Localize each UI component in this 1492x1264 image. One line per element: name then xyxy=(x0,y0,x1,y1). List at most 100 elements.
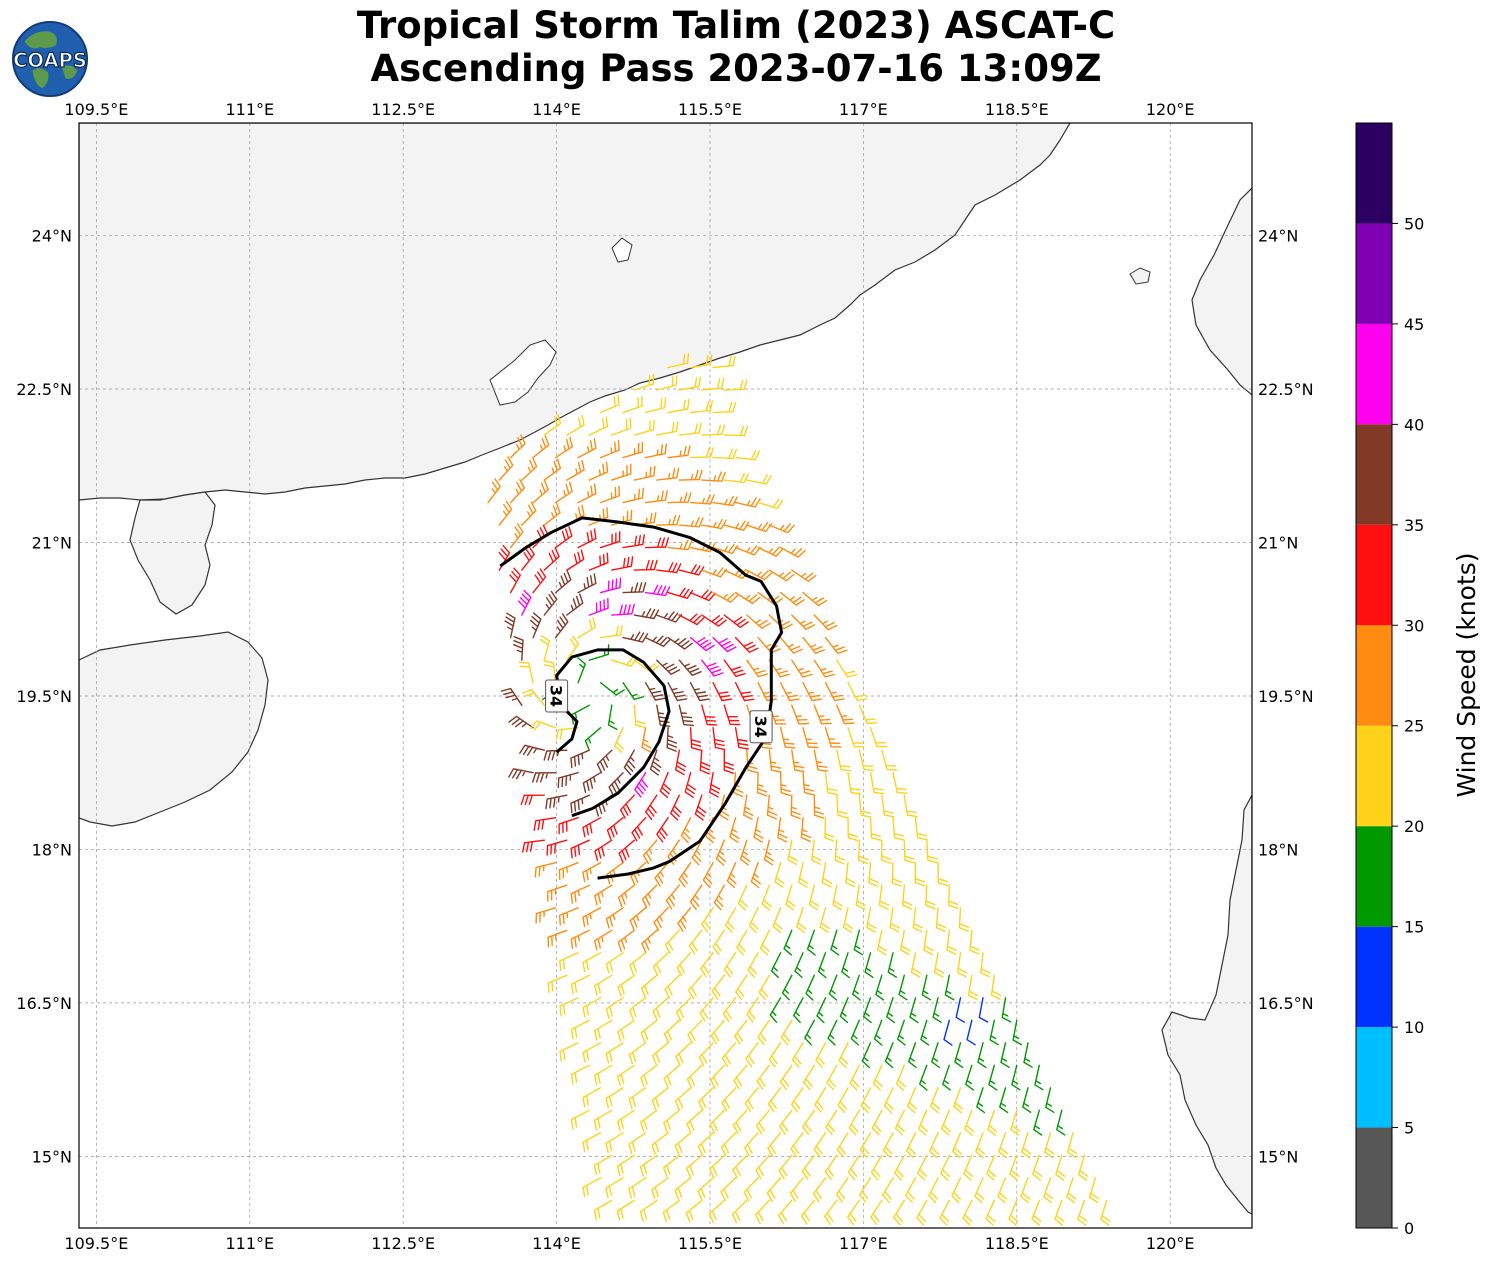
wind-barb xyxy=(839,997,849,1024)
lat-tick-label-right: 16.5°N xyxy=(1258,994,1314,1013)
wind-barb xyxy=(744,1132,759,1157)
wind-barb xyxy=(674,1087,692,1111)
wind-barb xyxy=(719,794,730,821)
wind-barb xyxy=(543,458,562,481)
wind-barb xyxy=(629,907,647,931)
wind-barb xyxy=(744,1087,759,1112)
wind-barb xyxy=(689,354,713,369)
wind-barb xyxy=(629,997,647,1020)
wind-barb xyxy=(570,794,590,814)
wind-barb xyxy=(674,1132,692,1156)
wind-barb xyxy=(701,907,714,933)
wind-barb xyxy=(824,727,842,748)
wind-barb xyxy=(684,772,696,798)
wind-barb xyxy=(804,1019,815,1046)
wind-barb xyxy=(687,974,703,1000)
wind-barb xyxy=(836,794,848,819)
colorbar-tick-label: 40 xyxy=(1404,415,1424,434)
lon-tick-label-top: 115.5°E xyxy=(678,100,742,119)
colorbar-band xyxy=(1356,424,1392,525)
lon-tick-label-top: 111°E xyxy=(225,100,274,119)
wind-barb xyxy=(858,839,869,865)
wind-barb xyxy=(504,612,516,639)
wind-barb xyxy=(605,997,624,1019)
wind-barb xyxy=(582,1087,602,1108)
wind-barb xyxy=(639,1154,658,1177)
wind-barb xyxy=(709,1109,725,1134)
wind-barb xyxy=(957,952,968,978)
wind-barb xyxy=(678,862,692,888)
wind-barb xyxy=(894,1154,905,1181)
wind-barb xyxy=(892,772,908,795)
wind-barb xyxy=(908,1042,917,1069)
wind-barb xyxy=(1100,1199,1111,1226)
wind-barb xyxy=(712,727,726,751)
colorbar-band xyxy=(1356,223,1392,324)
wind-barb xyxy=(677,907,692,932)
wind-barb xyxy=(791,1087,804,1113)
wind-barb xyxy=(640,1109,658,1132)
wind-barb xyxy=(667,539,693,551)
wind-barb xyxy=(768,523,795,534)
wind-barb xyxy=(566,635,580,661)
wind-barb xyxy=(712,401,737,414)
wind-barb xyxy=(509,523,524,549)
wind-barb xyxy=(933,952,945,978)
colorbar-tick-label: 20 xyxy=(1404,817,1424,836)
wind-barb xyxy=(689,447,714,459)
wind-barb xyxy=(985,1199,996,1226)
wind-barb xyxy=(543,547,560,571)
wind-barb xyxy=(923,929,934,956)
contour-label-box xyxy=(545,679,569,713)
wind-barb xyxy=(779,682,800,702)
wind-barb xyxy=(713,884,725,911)
wind-barb xyxy=(617,1019,635,1042)
wind-barb xyxy=(633,419,655,436)
wind-barb xyxy=(570,884,590,904)
wind-barb xyxy=(769,997,782,1023)
wind-barb xyxy=(813,659,836,678)
wind-barb xyxy=(937,862,948,887)
wind-barb xyxy=(664,929,680,954)
wind-barb xyxy=(509,479,525,504)
wind-barb xyxy=(559,997,579,1017)
wind-barb xyxy=(530,720,557,731)
wind-barb xyxy=(594,1019,613,1041)
wind-barb xyxy=(712,495,738,507)
wind-barb xyxy=(588,598,609,616)
wind-barb xyxy=(605,1042,624,1064)
wind-barb xyxy=(847,1199,860,1226)
wind-barb xyxy=(990,974,1002,1000)
wind-barb xyxy=(780,1019,793,1046)
wind-barb xyxy=(766,1177,782,1202)
wind-barb xyxy=(781,974,793,1001)
lat-tick-label-left: 18°N xyxy=(32,840,72,859)
wind-barb xyxy=(629,952,647,975)
wind-barb xyxy=(813,1132,827,1158)
wind-barb xyxy=(582,907,602,928)
wind-barb xyxy=(522,689,545,706)
wind-barb xyxy=(628,1087,647,1110)
wind-barb xyxy=(733,1064,748,1090)
wind-barb xyxy=(622,582,647,594)
wind-barb xyxy=(558,817,579,835)
wind-barb xyxy=(701,614,727,627)
wind-barb xyxy=(748,907,759,934)
lat-tick-label-left: 21°N xyxy=(32,533,72,552)
lon-tick-label-bottom: 115.5°E xyxy=(678,1234,742,1253)
wind-barb xyxy=(768,614,793,630)
wind-barb xyxy=(812,1177,827,1203)
figure-title: Tropical Storm Talim (2023) ASCAT-C Asce… xyxy=(0,4,1472,90)
wind-barb xyxy=(663,1109,680,1133)
gridlines xyxy=(79,123,1252,1228)
wind-barb xyxy=(894,1109,905,1136)
wind-barb xyxy=(651,1177,669,1200)
wind-barb xyxy=(554,526,573,549)
wind-barb xyxy=(737,884,748,911)
wind-barb xyxy=(593,1064,613,1086)
wind-barb xyxy=(644,397,667,414)
wind-barb xyxy=(808,884,820,911)
wind-barb xyxy=(535,907,557,924)
wind-barb xyxy=(802,682,823,702)
wind-barb xyxy=(557,772,579,789)
